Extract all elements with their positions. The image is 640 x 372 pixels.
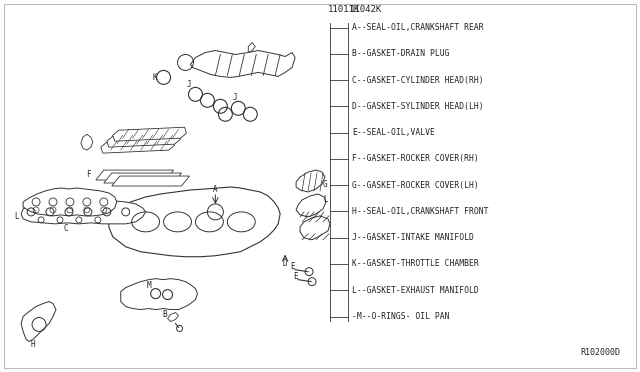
Polygon shape — [296, 194, 326, 217]
Text: J: J — [233, 93, 237, 102]
Text: K: K — [152, 73, 157, 82]
Text: 11011K: 11011K — [328, 4, 360, 14]
Text: H--SEAL-OIL,CRANKSHAFT FRONT: H--SEAL-OIL,CRANKSHAFT FRONT — [352, 207, 488, 216]
Text: L: L — [324, 195, 328, 205]
Text: M: M — [147, 281, 151, 290]
Text: L: L — [14, 212, 19, 221]
Text: C: C — [63, 224, 68, 233]
Text: D: D — [283, 259, 287, 268]
Text: 11042K: 11042K — [350, 4, 382, 14]
Text: A--SEAL-OIL,CRANKSHAFT REAR: A--SEAL-OIL,CRANKSHAFT REAR — [352, 23, 483, 32]
Polygon shape — [81, 134, 93, 150]
Polygon shape — [104, 173, 182, 183]
Text: F: F — [86, 170, 91, 179]
Text: L--GASKET-EXHAUST MANIFOLD: L--GASKET-EXHAUST MANIFOLD — [352, 286, 479, 295]
Polygon shape — [121, 279, 198, 310]
Text: A: A — [213, 186, 218, 195]
Polygon shape — [109, 187, 280, 257]
Text: E: E — [290, 262, 294, 271]
Text: J: J — [186, 80, 191, 89]
Text: R102000D: R102000D — [581, 348, 621, 357]
Text: B--GASKET-DRAIN PLUG: B--GASKET-DRAIN PLUG — [352, 49, 449, 58]
Polygon shape — [300, 216, 330, 240]
Polygon shape — [101, 139, 175, 153]
Polygon shape — [21, 302, 56, 341]
Text: D--GASKET-SYLINDER HEAD(LH): D--GASKET-SYLINDER HEAD(LH) — [352, 102, 483, 111]
Polygon shape — [21, 200, 146, 224]
Text: G: G — [323, 180, 327, 189]
Polygon shape — [296, 170, 325, 192]
Text: K--GASKET-THROTTLE CHAMBER: K--GASKET-THROTTLE CHAMBER — [352, 260, 479, 269]
Polygon shape — [107, 133, 180, 147]
Polygon shape — [112, 176, 189, 186]
Polygon shape — [23, 188, 116, 216]
Text: J--GASKET-INTAKE MANIFOLD: J--GASKET-INTAKE MANIFOLD — [352, 233, 474, 242]
Text: E: E — [292, 272, 298, 281]
Text: E--SEAL-OIL,VALVE: E--SEAL-OIL,VALVE — [352, 128, 435, 137]
Polygon shape — [248, 42, 255, 52]
Text: B: B — [163, 310, 167, 319]
Text: F--GASKET-ROCKER COVER(RH): F--GASKET-ROCKER COVER(RH) — [352, 154, 479, 163]
Text: C--GASKET-CYLINDER HEAD(RH): C--GASKET-CYLINDER HEAD(RH) — [352, 76, 483, 84]
Text: -M--O-RINGS- OIL PAN: -M--O-RINGS- OIL PAN — [352, 312, 449, 321]
Polygon shape — [168, 312, 179, 321]
Polygon shape — [191, 51, 295, 77]
Text: H: H — [31, 340, 35, 349]
Text: G--GASKET-ROCKER COVER(LH): G--GASKET-ROCKER COVER(LH) — [352, 181, 479, 190]
Polygon shape — [96, 170, 173, 180]
Polygon shape — [113, 127, 186, 141]
